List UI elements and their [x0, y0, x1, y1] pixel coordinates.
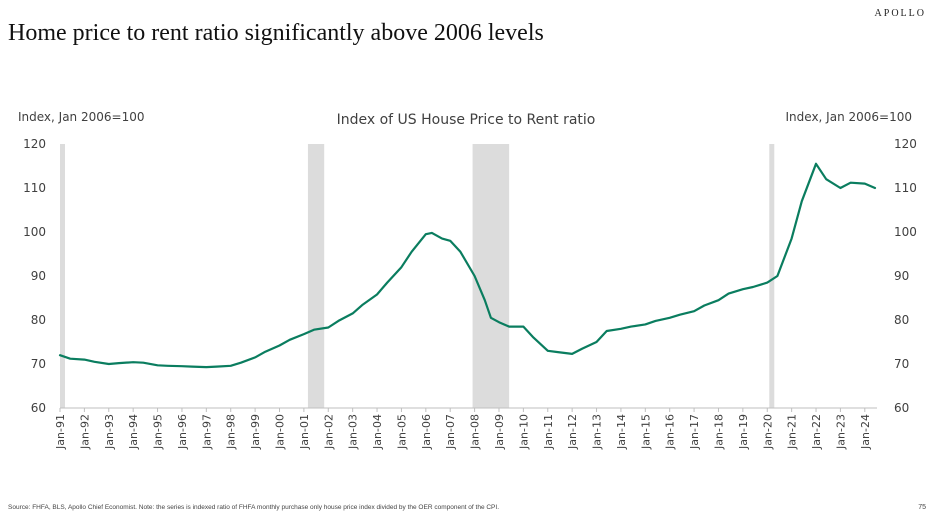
brand-logo: APOLLO — [874, 8, 926, 19]
x-tick-label: Jan-01 — [298, 414, 311, 450]
x-tick-label: Jan-10 — [517, 414, 530, 450]
axes: 60 60 70 70 80 80 90 90 100 100 110 110 120 120 Jan-91… — [23, 137, 917, 450]
x-tick-label: Jan-12 — [566, 414, 579, 450]
x-tick-label: Jan-06 — [420, 414, 433, 450]
x-tick-label: Jan-07 — [444, 414, 457, 450]
y-tick-label-right: 70 — [894, 357, 909, 371]
y-tick-label-right: 90 — [894, 269, 909, 283]
y-tick-label-right: 80 — [894, 313, 909, 327]
x-tick-label: Jan-18 — [712, 414, 725, 450]
x-tick-label: Jan-08 — [469, 414, 482, 450]
y-tick-label-right: 60 — [894, 401, 909, 415]
recession-bands — [60, 144, 775, 408]
y-tick-label-right: 110 — [894, 181, 917, 195]
x-tick-label: Jan-02 — [322, 414, 335, 450]
x-tick-label: Jan-23 — [834, 414, 847, 450]
x-tick-label: Jan-04 — [371, 414, 384, 450]
recession-band — [472, 144, 510, 408]
y-tick-label-left: 60 — [31, 401, 46, 415]
x-tick-label: Jan-11 — [542, 414, 555, 450]
x-tick-label: Jan-98 — [225, 414, 238, 450]
series-line — [58, 162, 877, 369]
x-tick-label: Jan-16 — [664, 414, 677, 450]
x-tick-label: Jan-05 — [395, 414, 408, 450]
y-tick-label-left: 80 — [31, 313, 46, 327]
x-tick-label: Jan-03 — [347, 414, 360, 450]
y-tick-label-left: 70 — [31, 357, 46, 371]
house-price-rent-chart: Index of US House Price to Rent ratio In… — [18, 110, 917, 450]
recession-band — [60, 144, 65, 408]
y-tick-label-left: 100 — [23, 225, 46, 239]
x-tick-label: Jan-22 — [810, 414, 823, 450]
x-tick-label: Jan-97 — [200, 414, 213, 450]
y-axis-label-right: Index, Jan 2006=100 — [786, 110, 912, 124]
x-tick-label: Jan-15 — [639, 414, 652, 450]
x-tick-label: Jan-13 — [591, 414, 604, 450]
x-tick-label: Jan-96 — [176, 414, 189, 450]
y-tick-label-left: 120 — [23, 137, 46, 151]
x-tick-label: Jan-91 — [54, 414, 67, 450]
x-tick-label: Jan-14 — [615, 414, 628, 450]
x-tick-label: Jan-94 — [127, 414, 140, 450]
x-tick-label: Jan-20 — [761, 414, 774, 450]
y-tick-label-left: 110 — [23, 181, 46, 195]
page-number: 75 — [918, 504, 926, 511]
x-tick-label: Jan-00 — [273, 414, 286, 450]
x-tick-label: Jan-24 — [859, 414, 872, 450]
recession-band — [769, 144, 775, 408]
y-tick-label-left: 90 — [31, 269, 46, 283]
y-tick-label-right: 120 — [894, 137, 917, 151]
recession-band — [307, 144, 325, 408]
x-tick-label: Jan-09 — [493, 414, 506, 450]
y-tick-label-right: 100 — [894, 225, 917, 239]
x-tick-label: Jan-19 — [737, 414, 750, 450]
y-axis-label-left: Index, Jan 2006=100 — [18, 110, 144, 124]
x-tick-label: Jan-99 — [249, 414, 262, 450]
chart-title: Index of US House Price to Rent ratio — [337, 112, 596, 128]
x-tick-label: Jan-93 — [103, 414, 116, 450]
x-tick-label: Jan-21 — [786, 414, 799, 450]
source-note: Source: FHFA, BLS, Apollo Chief Economis… — [8, 504, 500, 511]
series-layer — [58, 162, 877, 369]
x-tick-label: Jan-92 — [78, 414, 91, 450]
x-tick-label: Jan-95 — [152, 414, 165, 450]
x-tick-label: Jan-17 — [688, 414, 701, 450]
page-title: Home price to rent ratio significantly a… — [8, 20, 544, 46]
